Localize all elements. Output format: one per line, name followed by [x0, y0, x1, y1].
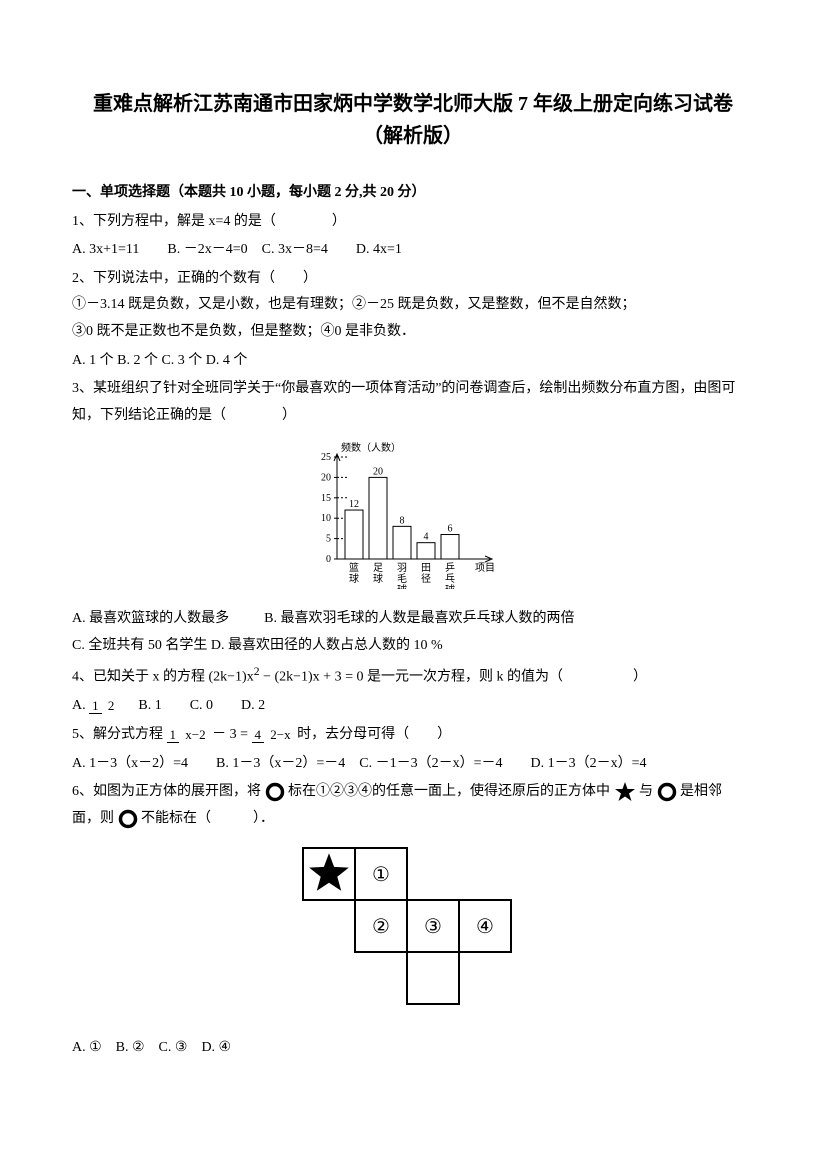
- q5-prefix: 5、解分式方程: [72, 727, 167, 742]
- svg-text:4: 4: [424, 532, 429, 543]
- q5-f2-num: 4: [252, 727, 265, 743]
- q3-options: A. 最喜欢篮球的人数最多 B. 最喜欢羽毛球的人数是最喜欢乒乓球人数的两倍: [72, 606, 754, 633]
- q4-options: A. 1 2 B. 1 C. 0 D. 2: [72, 693, 754, 720]
- q3-optC: C. 全班共有 50 名学生: [72, 638, 207, 653]
- svg-text:乒: 乒: [445, 561, 455, 574]
- cube-net-diagram: ① ② ③ ④: [72, 844, 754, 1025]
- svg-text:0: 0: [326, 554, 331, 565]
- question-3: 3、某班组织了针对全班同学关于“你最喜欢的一项体育活动”的问卷调查后，绘制出频数…: [72, 376, 754, 429]
- q3-text1: 3、某班组织了针对全班同学关于“你最喜欢的一项体育活动”的问卷调查后，绘制出频数…: [72, 376, 754, 403]
- q3-options-2: C. 全班共有 50 名学生 D. 最喜欢田径的人数占总人数的 10 %: [72, 633, 754, 660]
- circle-icon: [118, 809, 138, 829]
- question-4: 4、已知关于 x 的方程 (2k−1)x2 − (2k−1)x + 3 = 0 …: [72, 661, 754, 691]
- svg-text:毛: 毛: [397, 573, 407, 585]
- svg-text:频数（人数）: 频数（人数）: [341, 441, 401, 454]
- cube-net-svg: ① ② ③ ④: [283, 844, 543, 1014]
- svg-text:乓: 乓: [445, 572, 455, 585]
- q5-options: A. 1－3（x－2）=4 B. 1－3（x－2）=－4 C. －1－3（2－x…: [72, 751, 754, 778]
- q6-p3: 与: [639, 784, 657, 799]
- svg-text:20: 20: [321, 473, 331, 484]
- q5-mid1: － 3 =: [212, 727, 251, 742]
- q5-frac2: 4 2−x: [252, 728, 294, 742]
- svg-text:20: 20: [373, 467, 383, 478]
- q2-line2: ③0 既不是正数也不是负数，但是整数；④0 是非负数．: [72, 319, 754, 346]
- svg-text:6: 6: [448, 524, 453, 535]
- q5-f1-num: 1: [167, 727, 180, 743]
- q3-optB: B. 最喜欢羽毛球的人数是最喜欢乒乓球人数的两倍: [264, 611, 574, 626]
- q6-p4: 是相邻: [680, 784, 722, 799]
- q6-p1: 6、如图为正方体的展开图，将: [72, 784, 265, 799]
- q6-p5: 面，则: [72, 811, 118, 826]
- q3-text2: 知，下列结论正确的是（ ）: [72, 403, 754, 430]
- question-5: 5、解分式方程 1 x−2 － 3 = 4 2−x 时，去分母可得（ ）: [72, 722, 754, 749]
- q4-mid: − (2k−1)x + 3 = 0 是一元一次方程，则 k 的值为（ ）: [260, 670, 647, 685]
- circle-icon: [265, 782, 285, 802]
- bar-chart-svg: 频数（人数）051015202512篮球20足球8羽毛球4田径6乒乓球项目: [303, 439, 523, 589]
- svg-text:③: ③: [424, 916, 442, 938]
- svg-text:篮: 篮: [349, 561, 359, 574]
- svg-text:8: 8: [400, 516, 405, 527]
- q5-frac1: 1 x−2: [167, 728, 209, 742]
- frequency-bar-chart: 频数（人数）051015202512篮球20足球8羽毛球4田径6乒乓球项目: [72, 439, 754, 600]
- svg-text:球: 球: [349, 572, 359, 585]
- question-1: 1、下列方程中，解是 x=4 的是（ ） A. 3x+1=11 B. －2x－4…: [72, 209, 754, 264]
- q6-p2: 标在①②③④的任意一面上，使得还原后的正方体中: [288, 784, 614, 799]
- q2-options: A. 1 个 B. 2 个 C. 3 个 D. 4 个: [72, 348, 754, 375]
- question-2: 2、下列说法中，正确的个数有（ ） ①－3.14 既是负数，又是小数，也是有理数…: [72, 266, 754, 374]
- q6-p6: 不能标在（ ）．: [141, 811, 274, 826]
- section-1-header: 一、单项选择题（本题共 10 小题，每小题 2 分,共 20 分）: [72, 180, 754, 207]
- svg-text:足: 足: [373, 562, 383, 574]
- q5-f1-den: x−2: [182, 727, 208, 742]
- svg-text:5: 5: [326, 534, 331, 545]
- svg-text:④: ④: [476, 916, 494, 938]
- q5-f2-den: 2−x: [267, 727, 293, 742]
- svg-text:羽: 羽: [397, 562, 407, 574]
- circle-icon: [657, 782, 677, 802]
- q1-options: A. 3x+1=11 B. －2x－4=0 C. 3x－8=4 D. 4x=1: [72, 237, 754, 264]
- q2-text: 2、下列说法中，正确的个数有（ ）: [72, 266, 754, 293]
- title-line-1: 重难点解析江苏南通市田家炳中学数学北师大版 7 年级上册定向练习试卷: [72, 88, 754, 120]
- svg-text:10: 10: [321, 514, 331, 525]
- svg-text:②: ②: [372, 916, 390, 938]
- svg-text:15: 15: [321, 493, 331, 504]
- svg-text:径: 径: [421, 572, 431, 585]
- svg-text:25: 25: [321, 452, 331, 463]
- svg-text:①: ①: [372, 864, 390, 886]
- q4-frac-num: 1: [89, 698, 102, 714]
- q1-text: 1、下列方程中，解是 x=4 的是（ ）: [72, 209, 754, 236]
- title-line-2: （解析版）: [72, 120, 754, 152]
- q4-fraction: 1 2: [89, 699, 117, 713]
- q3-optA: A. 最喜欢篮球的人数最多: [72, 611, 229, 626]
- svg-text:项目: 项目: [475, 562, 495, 574]
- q4-prefix: 4、已知关于 x 的方程 (2k−1)x: [72, 670, 254, 685]
- page-title: 重难点解析江苏南通市田家炳中学数学北师大版 7 年级上册定向练习试卷 （解析版）: [72, 88, 754, 152]
- svg-text:球: 球: [373, 572, 383, 585]
- q3-optD: D. 最喜欢田径的人数占总人数的 10 %: [211, 638, 443, 653]
- star-icon: [614, 781, 636, 803]
- q5-suffix: 时，去分母可得（ ）: [297, 727, 451, 742]
- q2-line1: ①－3.14 既是负数，又是小数，也是有理数；②－25 既是负数，又是整数，但不…: [72, 292, 754, 319]
- svg-text:田: 田: [421, 563, 431, 574]
- question-6: 6、如图为正方体的展开图，将 标在①②③④的任意一面上，使得还原后的正方体中 与…: [72, 779, 754, 806]
- q4-optA-prefix: A.: [72, 698, 89, 713]
- svg-text:12: 12: [349, 499, 359, 510]
- q4-rest: B. 1 C. 0 D. 2: [121, 698, 265, 713]
- q4-frac-den: 2: [105, 698, 118, 713]
- q6-options: A. ① B. ② C. ③ D. ④: [72, 1035, 754, 1062]
- question-6-line2: 面，则 不能标在（ ）．: [72, 806, 754, 833]
